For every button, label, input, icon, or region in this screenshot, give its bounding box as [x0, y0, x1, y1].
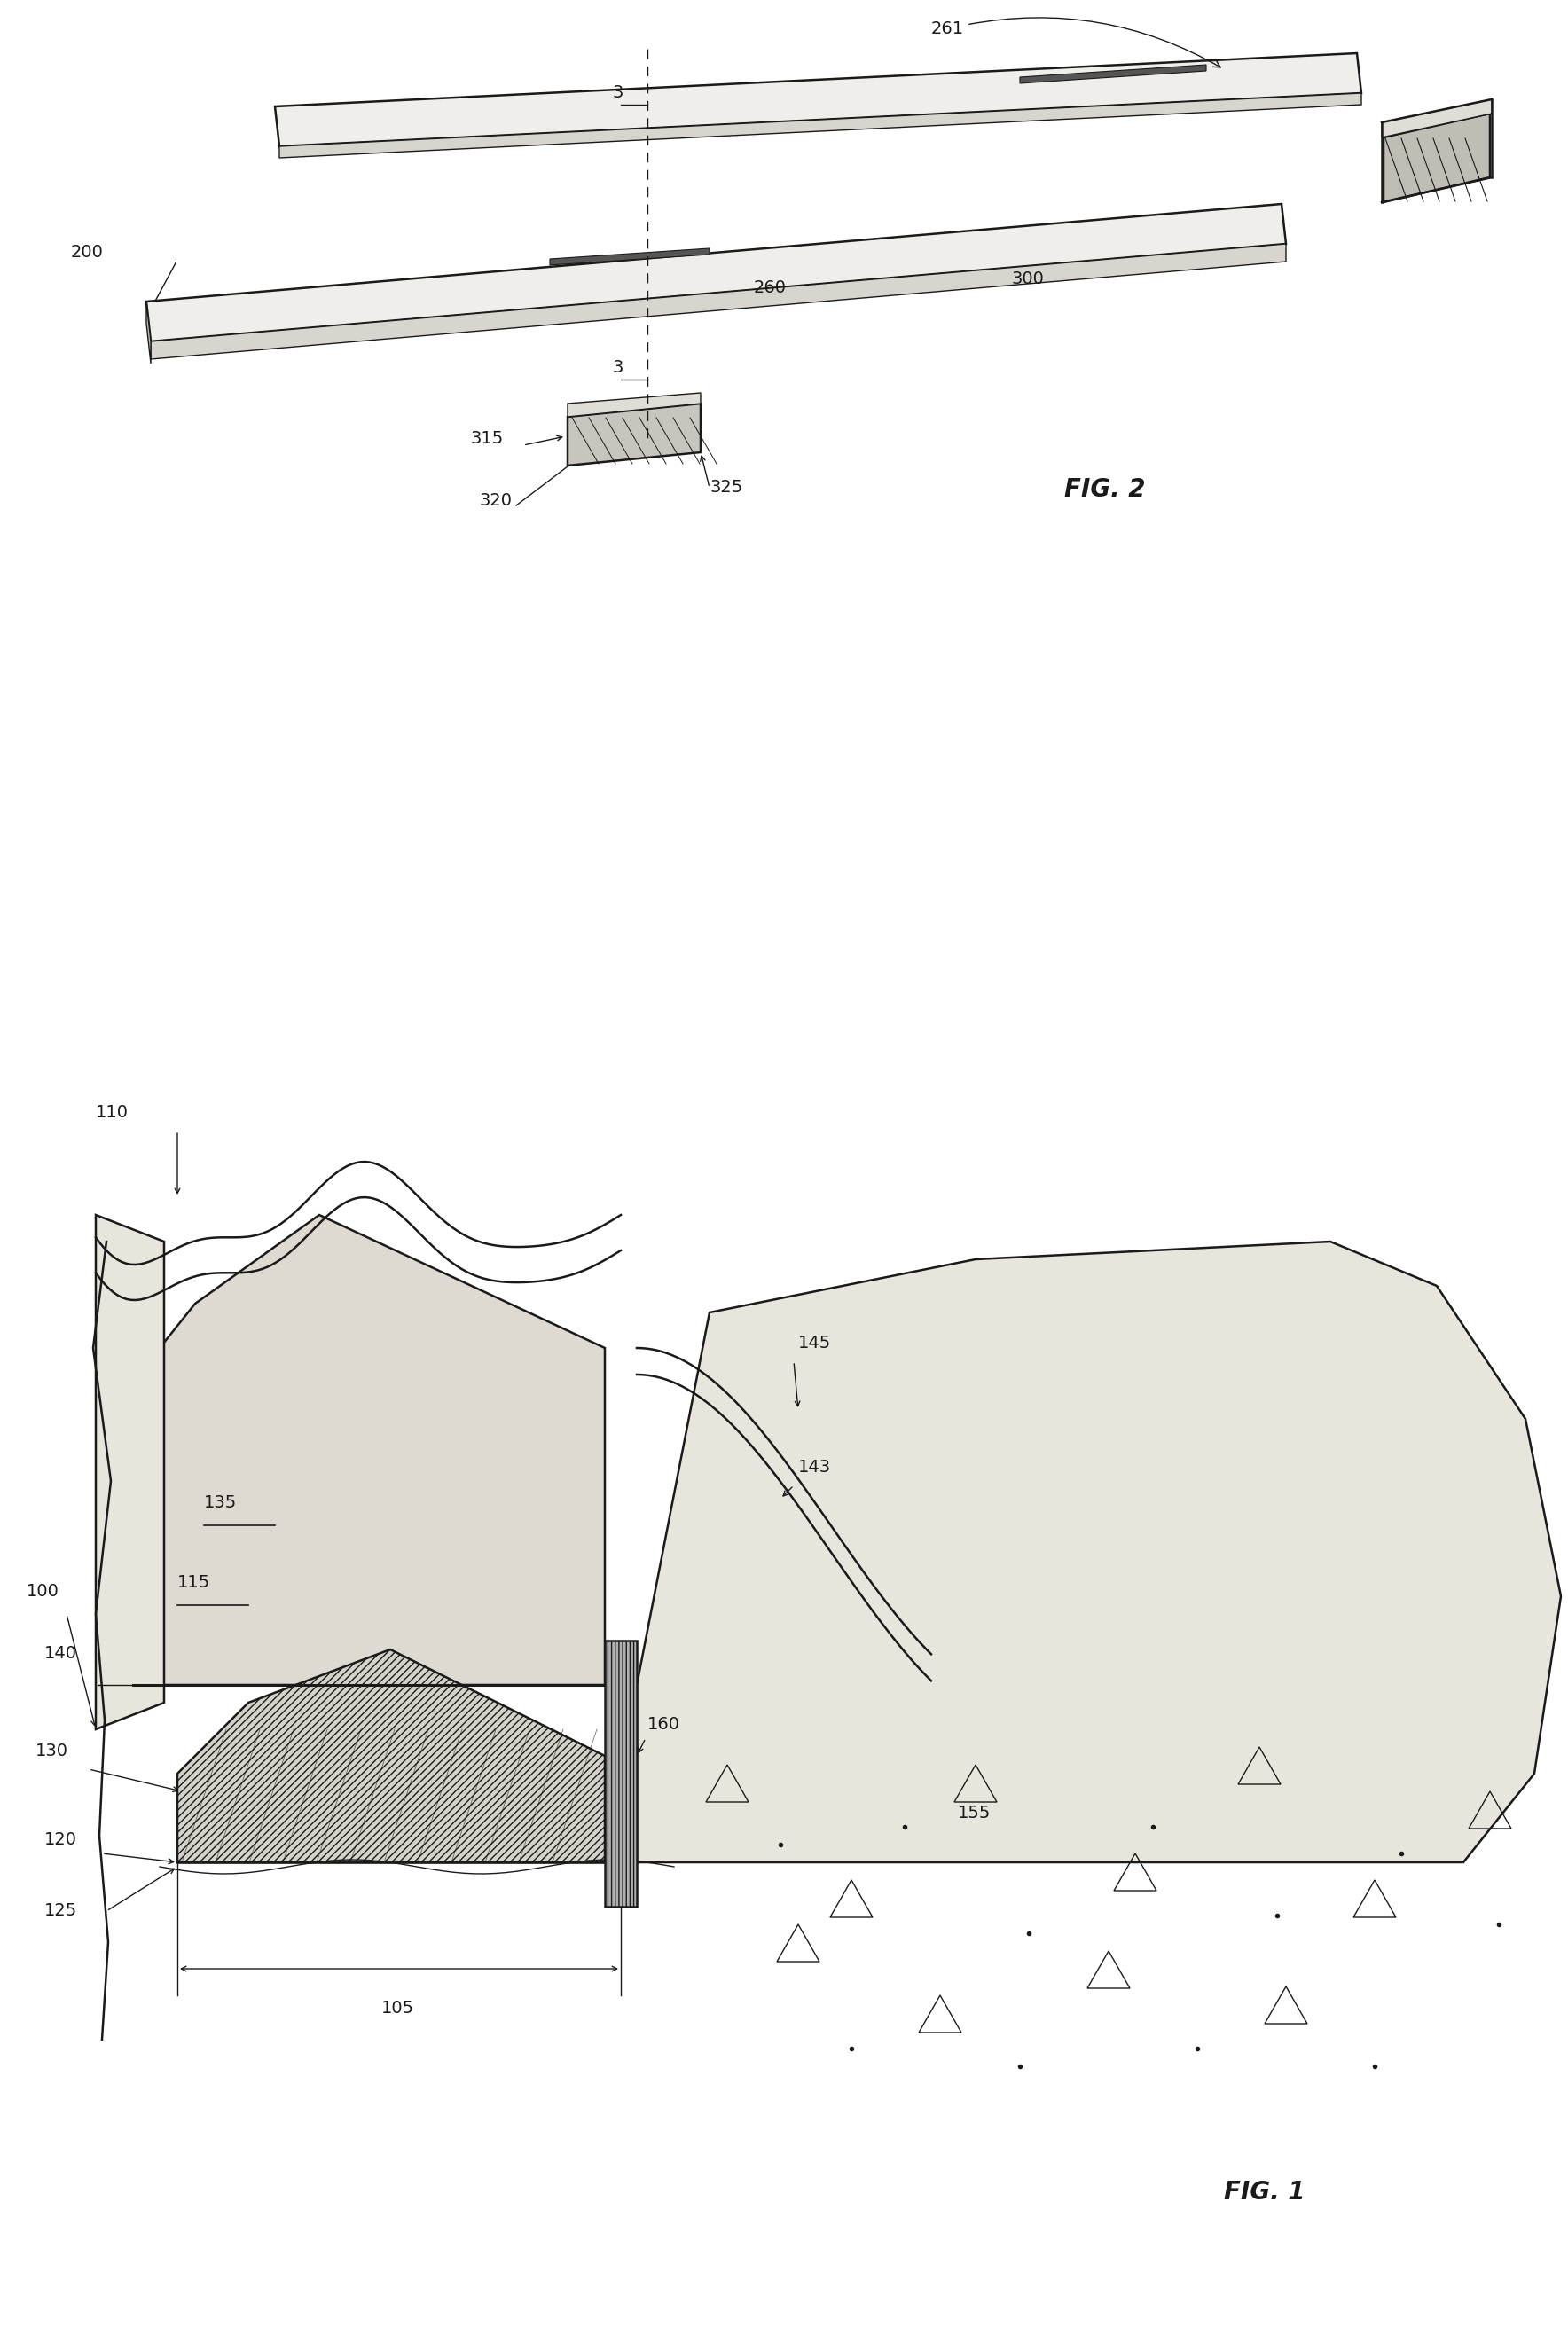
Text: 143: 143: [798, 1459, 831, 1475]
Text: 110: 110: [96, 1103, 129, 1122]
Text: 325: 325: [709, 479, 743, 496]
Polygon shape: [1383, 114, 1490, 202]
Polygon shape: [146, 205, 1286, 342]
Text: 135: 135: [204, 1494, 237, 1510]
Text: 155: 155: [958, 1806, 991, 1822]
Text: 105: 105: [381, 1999, 414, 2018]
Text: FIG. 1: FIG. 1: [1225, 2180, 1305, 2204]
Text: 100: 100: [27, 1582, 60, 1601]
Polygon shape: [160, 1215, 605, 1685]
Text: 260: 260: [754, 279, 787, 296]
Text: 120: 120: [44, 1831, 77, 1848]
Text: FIG. 2: FIG. 2: [1065, 477, 1145, 503]
Polygon shape: [274, 54, 1361, 147]
Text: 3: 3: [612, 358, 622, 377]
Text: 300: 300: [1011, 270, 1044, 286]
Polygon shape: [568, 393, 701, 417]
Polygon shape: [177, 1650, 605, 1862]
Text: 140: 140: [44, 1645, 77, 1661]
Polygon shape: [279, 93, 1361, 158]
Text: 125: 125: [44, 1901, 77, 1920]
Text: 115: 115: [177, 1573, 210, 1592]
Text: 3: 3: [612, 84, 622, 100]
Text: 200: 200: [71, 244, 103, 261]
Text: 315: 315: [470, 430, 503, 447]
Polygon shape: [96, 1215, 165, 1729]
Text: 145: 145: [798, 1336, 831, 1352]
Polygon shape: [637, 1243, 1560, 1862]
Text: 160: 160: [648, 1715, 681, 1734]
Polygon shape: [146, 303, 151, 363]
Bar: [605, 1641, 637, 1906]
Text: 261: 261: [931, 19, 1220, 67]
Polygon shape: [568, 403, 701, 465]
Polygon shape: [1381, 100, 1491, 137]
Text: 130: 130: [36, 1743, 69, 1759]
Polygon shape: [550, 249, 709, 265]
Polygon shape: [151, 244, 1286, 358]
Polygon shape: [1019, 65, 1206, 84]
Text: 320: 320: [478, 493, 511, 510]
